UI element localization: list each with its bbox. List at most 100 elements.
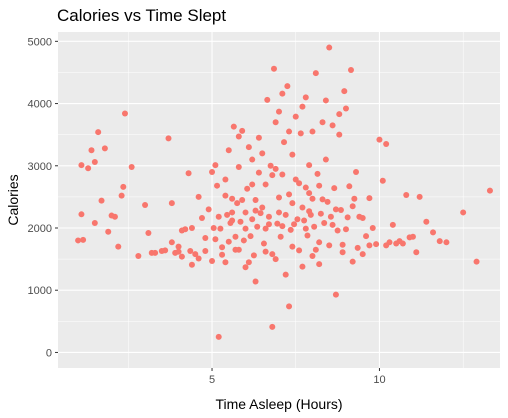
data-point (75, 237, 82, 244)
data-point (322, 97, 329, 104)
data-point (242, 209, 249, 216)
data-point (118, 192, 125, 199)
data-point (349, 203, 356, 210)
data-point (165, 135, 172, 142)
data-point (222, 259, 229, 266)
data-point (337, 206, 344, 213)
data-point (304, 232, 311, 239)
data-point (222, 192, 229, 199)
data-point (240, 237, 247, 244)
data-point (175, 243, 182, 250)
data-point (327, 213, 334, 220)
data-point (274, 220, 281, 227)
data-point (302, 225, 309, 232)
data-point (214, 182, 221, 189)
data-point (239, 127, 246, 134)
data-point (306, 190, 313, 197)
data-point (306, 208, 313, 215)
data-point (309, 128, 316, 135)
data-point (389, 221, 396, 228)
data-point (359, 215, 366, 222)
data-point (249, 216, 256, 223)
data-point (276, 209, 282, 216)
data-point (80, 236, 87, 243)
data-point (269, 172, 276, 179)
data-point (111, 213, 118, 220)
data-point (359, 251, 366, 258)
data-point (312, 70, 319, 77)
data-point (302, 184, 309, 191)
data-point (296, 247, 303, 254)
data-point (120, 183, 127, 190)
data-point (289, 151, 296, 158)
data-point (332, 291, 339, 298)
data-point (430, 229, 437, 236)
data-point (259, 150, 266, 157)
data-point (85, 165, 92, 172)
data-point (91, 220, 98, 227)
data-point (217, 225, 224, 232)
data-point (195, 255, 202, 262)
data-point (272, 256, 279, 263)
data-point (145, 229, 152, 236)
data-point (316, 239, 323, 246)
data-point (142, 201, 149, 208)
data-point (366, 195, 373, 202)
data-point (255, 134, 262, 141)
data-point (254, 223, 261, 230)
data-point (242, 225, 249, 232)
data-point (237, 218, 244, 225)
x-tick-label: 10 (373, 374, 385, 386)
data-point (222, 176, 229, 183)
data-point (383, 141, 390, 147)
data-point (366, 242, 373, 249)
data-point (262, 181, 269, 188)
data-point (279, 171, 286, 178)
data-points (75, 44, 493, 340)
data-point (219, 251, 226, 258)
data-point (297, 130, 304, 137)
data-point (276, 194, 282, 201)
data-point (329, 122, 336, 129)
data-point (332, 206, 339, 213)
data-point (168, 200, 175, 207)
data-point (324, 198, 331, 205)
data-point (369, 225, 376, 231)
data-point (296, 180, 303, 187)
data-point (270, 65, 277, 72)
data-point (250, 252, 257, 259)
data-point (329, 221, 336, 228)
data-point (259, 204, 266, 211)
y-tick-label: 0 (46, 347, 52, 359)
data-point (286, 191, 293, 198)
data-point (416, 193, 423, 200)
data-point (219, 244, 226, 251)
data-point (265, 221, 272, 228)
data-point (212, 162, 219, 169)
data-point (235, 164, 242, 171)
data-point (292, 113, 299, 120)
data-point (188, 225, 195, 231)
data-point (286, 128, 293, 135)
data-point (299, 204, 306, 211)
data-point (229, 217, 236, 224)
data-point (379, 177, 386, 184)
chart-title: Calories vs Time Slept (57, 6, 226, 25)
data-point (229, 209, 236, 216)
data-point (301, 217, 308, 224)
data-point (284, 83, 291, 90)
data-point (269, 251, 276, 258)
data-point (286, 303, 293, 310)
data-point (354, 244, 361, 251)
data-point (443, 239, 450, 246)
data-point (473, 258, 480, 265)
data-point (486, 187, 493, 194)
data-point (336, 131, 343, 138)
data-point (279, 223, 286, 230)
data-point (281, 139, 288, 146)
data-point (339, 249, 346, 256)
data-point (312, 246, 319, 253)
data-point (244, 185, 251, 192)
data-point (373, 241, 380, 248)
data-point (239, 197, 246, 203)
